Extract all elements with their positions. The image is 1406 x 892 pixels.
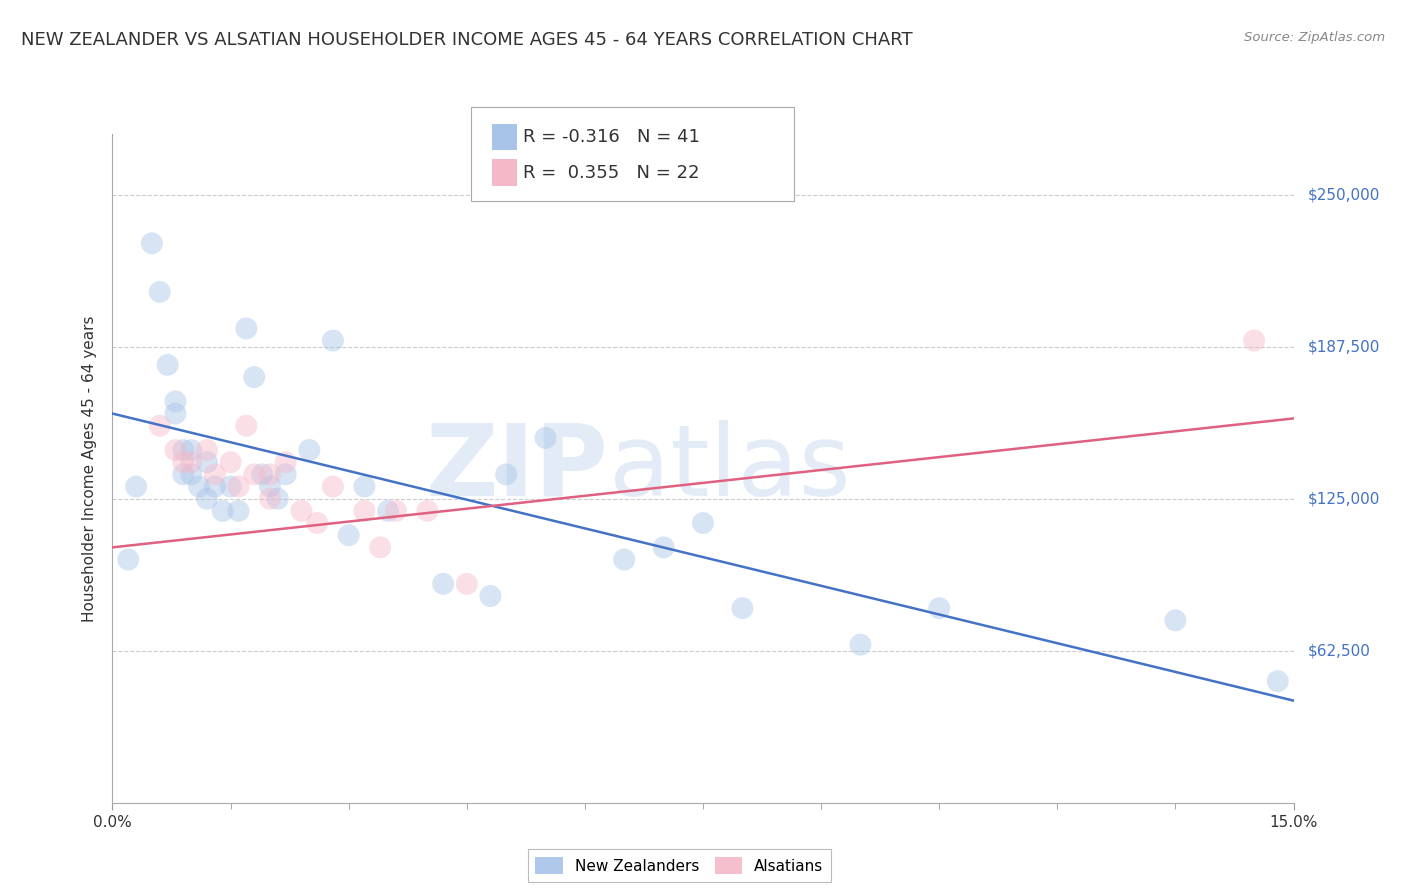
Text: Source: ZipAtlas.com: Source: ZipAtlas.com — [1244, 31, 1385, 45]
Text: $125,000: $125,000 — [1308, 491, 1379, 506]
Point — [307, 516, 329, 530]
Point — [219, 479, 242, 493]
Text: $250,000: $250,000 — [1308, 187, 1379, 202]
Point — [731, 601, 754, 615]
Point — [156, 358, 179, 372]
Text: atlas: atlas — [609, 420, 851, 516]
Text: R =  0.355   N = 22: R = 0.355 N = 22 — [523, 163, 700, 181]
Point — [652, 541, 675, 555]
Point — [353, 504, 375, 518]
Point — [353, 479, 375, 493]
Point — [259, 491, 281, 506]
Legend: New Zealanders, Alsatians: New Zealanders, Alsatians — [527, 849, 831, 882]
Point — [235, 321, 257, 335]
Point — [416, 504, 439, 518]
Point — [188, 479, 211, 493]
Point — [456, 577, 478, 591]
Point — [172, 443, 194, 458]
Point — [290, 504, 312, 518]
Point — [1267, 674, 1289, 689]
Point — [368, 541, 391, 555]
Point — [267, 491, 290, 506]
Point — [377, 504, 399, 518]
Point — [180, 443, 202, 458]
Point — [228, 504, 250, 518]
Point — [172, 467, 194, 482]
Point — [274, 455, 297, 469]
Point — [165, 443, 187, 458]
Point — [479, 589, 502, 603]
Point — [322, 334, 344, 348]
Point — [243, 467, 266, 482]
Point — [204, 467, 226, 482]
Point — [172, 455, 194, 469]
Point — [195, 491, 218, 506]
Point — [495, 467, 517, 482]
Text: R = -0.316   N = 41: R = -0.316 N = 41 — [523, 128, 700, 146]
Text: NEW ZEALANDER VS ALSATIAN HOUSEHOLDER INCOME AGES 45 - 64 YEARS CORRELATION CHAR: NEW ZEALANDER VS ALSATIAN HOUSEHOLDER IN… — [21, 31, 912, 49]
Point — [165, 407, 187, 421]
Point — [250, 467, 273, 482]
Point — [211, 504, 233, 518]
Point — [385, 504, 408, 518]
Point — [141, 236, 163, 251]
Point — [228, 479, 250, 493]
Point — [337, 528, 360, 542]
Point — [149, 285, 172, 299]
Point — [180, 467, 202, 482]
Point — [259, 479, 281, 493]
Point — [117, 552, 139, 566]
Point — [928, 601, 950, 615]
Point — [243, 370, 266, 384]
Point — [259, 467, 281, 482]
Point — [204, 479, 226, 493]
Point — [219, 455, 242, 469]
Point — [322, 479, 344, 493]
Y-axis label: Householder Income Ages 45 - 64 years: Householder Income Ages 45 - 64 years — [82, 315, 97, 622]
Point — [180, 455, 202, 469]
Point — [149, 418, 172, 433]
Point — [298, 443, 321, 458]
Point — [432, 577, 454, 591]
Point — [235, 418, 257, 433]
Point — [195, 443, 218, 458]
Point — [1243, 334, 1265, 348]
Point — [1164, 613, 1187, 627]
Point — [274, 467, 297, 482]
Point — [849, 638, 872, 652]
Point — [195, 455, 218, 469]
Text: $187,500: $187,500 — [1308, 339, 1379, 354]
Point — [692, 516, 714, 530]
Point — [125, 479, 148, 493]
Text: $62,500: $62,500 — [1308, 643, 1371, 658]
Point — [165, 394, 187, 409]
Text: ZIP: ZIP — [426, 420, 609, 516]
Point — [613, 552, 636, 566]
Point — [534, 431, 557, 445]
